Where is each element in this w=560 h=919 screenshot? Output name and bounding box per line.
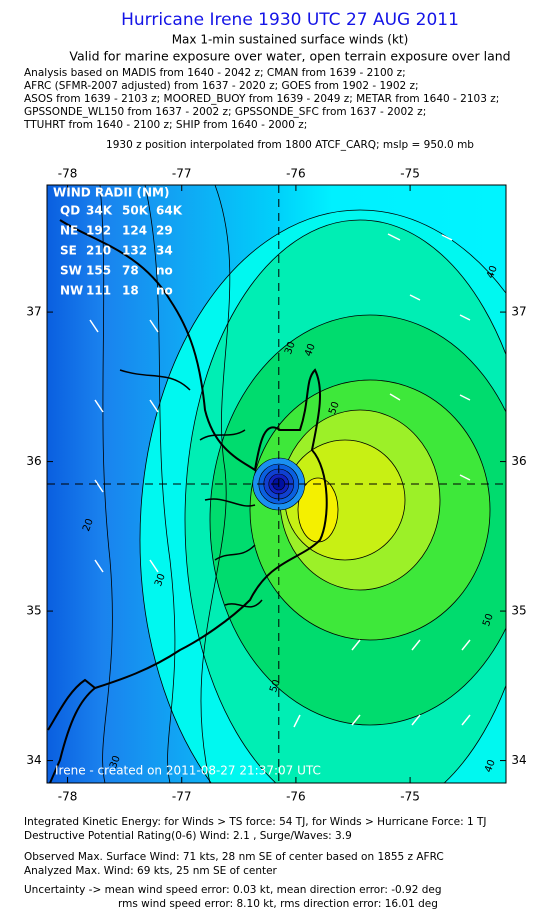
radii-cell: SE xyxy=(60,244,77,258)
x-tick-label: -78 xyxy=(58,790,78,804)
contour-label: 50 xyxy=(481,612,496,628)
radii-cell: 132 xyxy=(122,244,147,258)
source-line: Analysis based on MADIS from 1640 - 2042… xyxy=(24,67,406,79)
radii-cell: 29 xyxy=(156,224,173,238)
contour-label: 20 xyxy=(81,517,96,533)
footer-line: Destructive Potential Rating(0-6) Wind: … xyxy=(24,830,352,842)
radii-cell: 18 xyxy=(122,284,139,298)
radii-header: 64K xyxy=(156,204,183,218)
radii-cell: 192 xyxy=(86,224,111,238)
footer-line: Uncertainty -> mean wind speed error: 0.… xyxy=(24,884,442,896)
y-tick-label: 36 xyxy=(511,454,526,468)
y-tick-label: 36 xyxy=(26,454,41,468)
radii-cell: SW xyxy=(60,264,82,278)
radii-cell: no xyxy=(156,264,173,278)
x-tick-label: -77 xyxy=(172,790,192,804)
source-line: ASOS from 1639 - 2103 z; MOORED_BUOY fro… xyxy=(24,93,499,105)
x-tick-label: -75 xyxy=(400,167,420,181)
contour-label: 50 xyxy=(327,400,342,416)
contour-line xyxy=(99,185,113,783)
radii-header: 34K xyxy=(86,204,113,218)
map-frame xyxy=(46,184,507,784)
source-line: TTUHRT from 1640 - 2100 z; SHIP from 164… xyxy=(23,119,307,131)
radii-cell: 78 xyxy=(122,264,139,278)
map-overlay xyxy=(47,185,506,783)
position-note: 1930 z position interpolated from 1800 A… xyxy=(106,139,474,151)
radii-cell: 34 xyxy=(156,244,173,258)
x-tick-label: -76 xyxy=(286,790,306,804)
y-tick-label: 35 xyxy=(511,604,526,618)
radii-title: WIND RADII (NM) xyxy=(53,186,169,200)
y-tick-label: 34 xyxy=(26,753,41,767)
contour-label: 40 xyxy=(303,342,318,358)
radii-cell: no xyxy=(156,284,173,298)
radii-cell: 124 xyxy=(122,224,147,238)
map-field xyxy=(47,185,506,783)
contour-label: 50 xyxy=(268,678,283,694)
radii-cell: 210 xyxy=(86,244,111,258)
contour-label: 30 xyxy=(108,754,123,770)
footer-line: Integrated Kinetic Energy: for Winds > T… xyxy=(24,816,486,828)
y-tick-label: 37 xyxy=(511,305,526,319)
x-tick-label: -76 xyxy=(286,167,306,181)
contour-label: 40 xyxy=(485,264,500,280)
y-tick-label: 34 xyxy=(511,753,526,767)
contour-label: 30 xyxy=(283,340,298,356)
river-outline xyxy=(119,369,263,608)
subtitle: Max 1-min sustained surface winds (kt) xyxy=(172,33,409,47)
coastline xyxy=(59,219,328,689)
validity: Valid for marine exposure over water, op… xyxy=(69,49,510,64)
credit: Irene - created on 2011-08-27 21:37:07 U… xyxy=(55,764,321,778)
title: Hurricane Irene 1930 UTC 27 AUG 2011 xyxy=(121,10,459,30)
contour-label: 30 xyxy=(153,572,168,588)
footer-line: Analyzed Max. Wind: 69 kts, 25 nm SE of … xyxy=(24,865,278,877)
contour-line xyxy=(200,185,231,783)
x-tick-label: -78 xyxy=(58,167,78,181)
contour-line xyxy=(144,185,176,783)
x-tick-label: -77 xyxy=(172,167,192,181)
radii-cell: NE xyxy=(60,224,78,238)
source-line: GPSSONDE_WL150 from 1637 - 2002 z; GPSSO… xyxy=(24,106,426,118)
source-line: AFRC (SFMR-2007 adjusted) from 1637 - 20… xyxy=(24,80,419,92)
contour-label: 40 xyxy=(483,758,498,774)
radii-header: 50K xyxy=(122,204,149,218)
radii-cell: NW xyxy=(60,284,83,298)
footer-line: Observed Max. Surface Wind: 71 kts, 28 n… xyxy=(24,851,444,863)
y-tick-label: 35 xyxy=(26,604,41,618)
radii-cell: 155 xyxy=(86,264,111,278)
footer-line: rms wind speed error: 8.10 kt, rms direc… xyxy=(118,898,438,910)
coastline xyxy=(47,678,97,783)
x-tick-label: -75 xyxy=(400,790,420,804)
y-tick-label: 37 xyxy=(26,305,41,319)
wind-arrow xyxy=(89,233,471,728)
radii-header: QD xyxy=(60,204,80,218)
radii-cell: 111 xyxy=(86,284,111,298)
